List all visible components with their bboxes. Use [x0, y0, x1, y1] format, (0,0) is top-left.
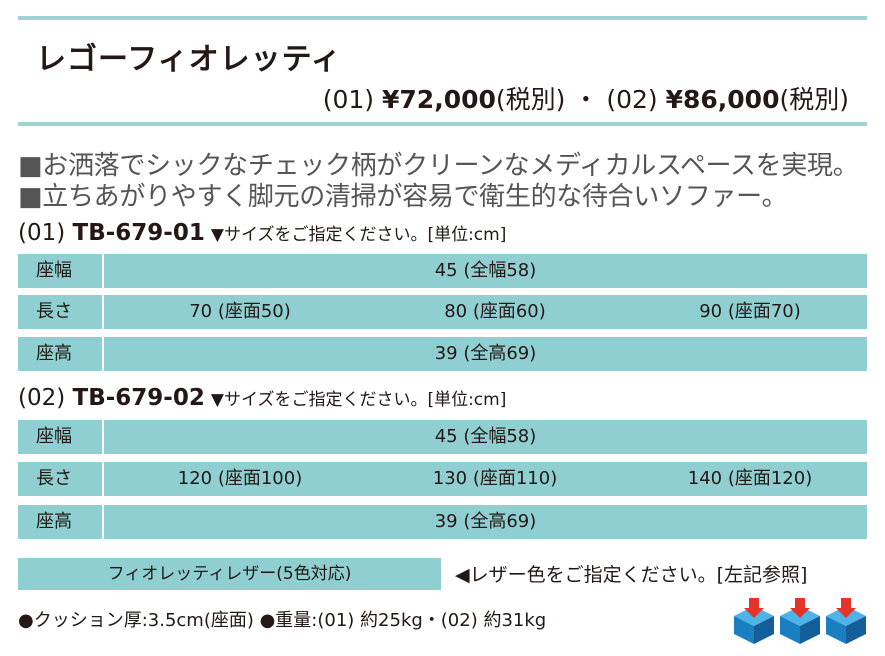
spec-label: 長さ: [36, 301, 72, 322]
product-title: レゴーフィオレッティ: [36, 42, 342, 77]
section-divider: [18, 122, 867, 126]
model-code-prefix: (02): [18, 385, 66, 411]
spec-value-option: 140 (座面120): [687, 468, 813, 489]
model-heading-01: (01) TB-679-01 ▼サイズをご指定ください。[単位:cm]: [18, 220, 506, 246]
size-instruction: ▼サイズをご指定ください。[単位:cm]: [210, 225, 507, 245]
cell-divider: [102, 420, 104, 454]
delivery-icons: [734, 598, 866, 644]
cell-divider: [102, 337, 104, 371]
tax-note-02: (税別): [779, 85, 849, 114]
spec-value-option: 90 (座面70): [699, 301, 801, 322]
model-code: TB-679-01: [72, 220, 205, 246]
spec-row-seat-width: 座幅 45 (全幅58): [18, 254, 867, 288]
spec-label: 座幅: [36, 260, 72, 281]
spec-value: 45 (全幅58): [434, 426, 537, 447]
spec-value-option: 70 (座面50): [189, 301, 291, 322]
specs-note: ●クッション厚:3.5cm(座面) ●重量:(01) 約25kg・(02) 約3…: [18, 610, 547, 631]
spec-value-option: 80 (座面60): [444, 301, 546, 322]
box-with-down-arrow-icon: [734, 598, 774, 644]
leather-color-instruction: ◀レザー色をご指定ください。[左記参照]: [455, 564, 808, 586]
spec-row-length: 長さ 120 (座面100) 130 (座面110) 140 (座面120): [18, 462, 867, 496]
spec-label: 座高: [36, 343, 72, 364]
spec-value: 39 (全高69): [434, 343, 537, 364]
size-instruction: ▼サイズをご指定ください。[単位:cm]: [210, 390, 507, 410]
spec-value: 39 (全高69): [434, 511, 537, 532]
price-code-01: (01): [322, 85, 375, 114]
spec-row-length: 長さ 70 (座面50) 80 (座面60) 90 (座面70): [18, 295, 867, 329]
top-divider: [18, 16, 867, 20]
spec-label: 座高: [36, 511, 72, 532]
model-code-prefix: (01): [18, 220, 66, 246]
feature-text: ■立ちあがりやすく脚元の清掃が容易で衛生的な待合いソファー。: [18, 182, 788, 212]
spec-label: 座幅: [36, 426, 72, 447]
cell-divider: [102, 254, 104, 288]
model-code: TB-679-02: [72, 385, 205, 411]
price-code-02: (02): [606, 85, 658, 114]
spec-row-seat-width: 座幅 45 (全幅58): [18, 420, 867, 454]
feature-text: ■お洒落でシックなチェック柄がクリーンなメディカルスペースを実現。: [18, 151, 859, 181]
box-with-down-arrow-icon: [826, 598, 866, 644]
tax-note-01: (税別): [495, 85, 566, 114]
cell-divider: [102, 505, 104, 539]
spec-row-seat-height: 座高 39 (全高69): [18, 505, 867, 539]
spec-row-seat-height: 座高 39 (全高69): [18, 337, 867, 371]
price-02: ¥86,000: [665, 85, 780, 114]
spec-value-option: 120 (座面100): [177, 468, 303, 489]
cell-divider: [102, 295, 104, 329]
leather-option-box: フィオレッティレザー(5色対応): [18, 558, 441, 590]
spec-value: 45 (全幅58): [434, 260, 537, 281]
box-with-down-arrow-icon: [780, 598, 820, 644]
price-separator: ・: [573, 85, 599, 114]
spec-label: 長さ: [36, 468, 72, 489]
price-01: ¥72,000: [382, 85, 496, 114]
cell-divider: [102, 462, 104, 496]
model-heading-02: (02) TB-679-02 ▼サイズをご指定ください。[単位:cm]: [18, 385, 506, 411]
price-line: (01) ¥72,000(税別) ・ (02) ¥86,000(税別): [323, 80, 849, 116]
spec-value-option: 130 (座面110): [432, 468, 558, 489]
